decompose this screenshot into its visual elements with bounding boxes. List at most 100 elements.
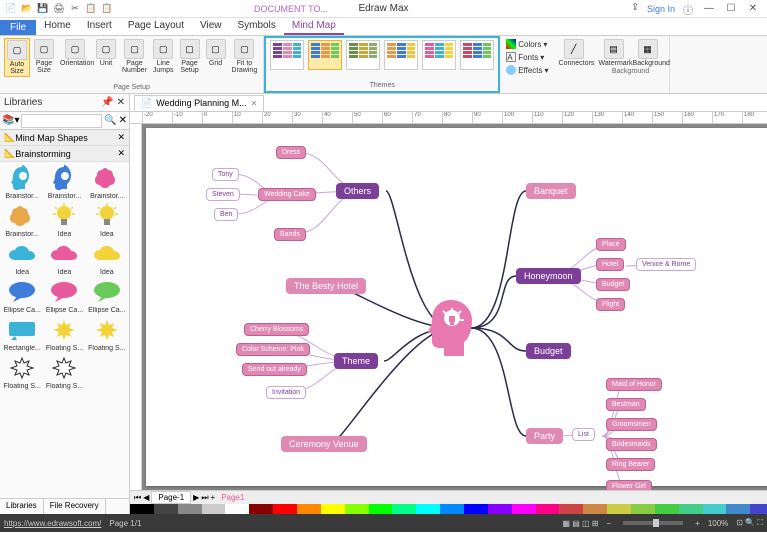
lib-dropdown-icon[interactable]: 📚▾ bbox=[2, 115, 19, 126]
share-icon[interactable]: ⇪ bbox=[631, 2, 645, 16]
node-dress[interactable]: Dress bbox=[276, 146, 306, 159]
shape-10[interactable]: Ellipse Ca... bbox=[44, 278, 84, 314]
qat-button-0[interactable]: 📄 bbox=[4, 2, 18, 16]
theme-thumb-3[interactable] bbox=[384, 40, 418, 70]
ribbon-grid[interactable]: ▢Grid bbox=[204, 38, 228, 77]
ribbon-orientation[interactable]: ▢Orientation bbox=[58, 38, 92, 77]
node-groomsmen[interactable]: Groomsmen bbox=[606, 418, 657, 431]
search-icon[interactable]: 🔍 bbox=[104, 115, 116, 126]
qat-button-4[interactable]: ✂ bbox=[68, 2, 82, 16]
sidebar-pin-icon[interactable]: 📌 ✕ bbox=[101, 97, 125, 108]
shape-0[interactable]: Brainstor... bbox=[2, 164, 42, 200]
shape-1[interactable]: Brainstor... bbox=[44, 164, 84, 200]
node-banquet[interactable]: Banquet bbox=[526, 183, 576, 199]
shape-4[interactable]: Idea bbox=[44, 202, 84, 238]
node-flower-girl[interactable]: Flower Girl bbox=[606, 480, 652, 490]
shape-15[interactable]: Floating S... bbox=[2, 354, 42, 390]
shape-13[interactable]: Floating S... bbox=[44, 316, 84, 352]
node-invitation[interactable]: Invitation bbox=[266, 386, 306, 399]
node-bridesmaids[interactable]: Bridesmaids bbox=[606, 438, 657, 451]
page-nav-next[interactable]: ▶ bbox=[193, 493, 199, 502]
node-budget[interactable]: Budget bbox=[526, 343, 571, 359]
tab-home[interactable]: Home bbox=[36, 18, 79, 35]
shape-11[interactable]: Ellipse Ca... bbox=[87, 278, 127, 314]
ribbon-page-setup[interactable]: ▢PageSetup bbox=[178, 38, 202, 77]
tab-page-layout[interactable]: Page Layout bbox=[120, 18, 192, 35]
file-recovery-tab[interactable]: File Recovery bbox=[44, 499, 106, 514]
node-bestman[interactable]: Bestman bbox=[606, 398, 646, 411]
ribbon-unit[interactable]: ▢Unit bbox=[94, 38, 118, 77]
fonts-button[interactable]: AFonts▾ bbox=[504, 51, 550, 63]
zoom-slider[interactable] bbox=[623, 521, 683, 525]
canvas[interactable]: Others Dress Wedding Cake Tony Steven Ben Band… bbox=[146, 128, 767, 486]
shape-7[interactable]: Idea bbox=[44, 240, 84, 276]
shape-5[interactable]: Idea bbox=[87, 202, 127, 238]
node-ben[interactable]: Ben bbox=[214, 208, 238, 221]
node-party[interactable]: Party bbox=[526, 428, 563, 444]
ribbon-fit-to-drawing[interactable]: ▢Fit toDrawing bbox=[230, 38, 260, 77]
node-color-scheme-pink[interactable]: Color Scheme: Pink bbox=[236, 343, 310, 356]
node-bands[interactable]: Bands bbox=[274, 228, 306, 241]
info-icon[interactable]: ⓘ bbox=[683, 2, 697, 16]
node-budget[interactable]: Budget bbox=[596, 278, 630, 291]
search-close-icon[interactable]: ✕ bbox=[119, 115, 127, 126]
category-brainstorming[interactable]: 📐Brainstorming✕ bbox=[0, 146, 129, 162]
theme-thumb-2[interactable] bbox=[346, 40, 380, 70]
tab-insert[interactable]: Insert bbox=[79, 18, 120, 35]
shape-3[interactable]: Brainstor... bbox=[2, 202, 42, 238]
qat-button-3[interactable]: 🖨 bbox=[52, 2, 66, 16]
page-nav-last[interactable]: ⏭ bbox=[201, 493, 208, 503]
ribbon-auto-size[interactable]: ▢AutoSize bbox=[4, 38, 30, 77]
ribbon-line-jumps[interactable]: ▢LineJumps bbox=[151, 38, 176, 77]
node-others[interactable]: Others bbox=[336, 183, 379, 199]
theme-thumb-4[interactable] bbox=[422, 40, 456, 70]
search-input[interactable] bbox=[21, 114, 102, 128]
shape-12[interactable]: Rectangle... bbox=[2, 316, 42, 352]
view-buttons[interactable]: ▦ ▤ ◫ ⊞ bbox=[562, 519, 598, 528]
colors-button[interactable]: Colors▾ bbox=[504, 38, 550, 50]
node-wedding-cake[interactable]: Wedding Cake bbox=[258, 188, 316, 201]
tab-symbols[interactable]: Symbols bbox=[230, 18, 284, 35]
shape-16[interactable]: Floating S... bbox=[44, 354, 84, 390]
close-button[interactable]: ✕ bbox=[743, 2, 763, 16]
status-icons[interactable]: ⊡ 🔍 ⛶ bbox=[736, 518, 763, 528]
category-mindmap-shapes[interactable]: 📐Mind Map Shapes✕ bbox=[0, 130, 129, 146]
background-button[interactable]: ▦Background bbox=[631, 38, 665, 68]
qat-button-1[interactable]: 📂 bbox=[20, 2, 34, 16]
node-maid-of-honor[interactable]: Maid of Honor bbox=[606, 378, 662, 391]
libraries-tab[interactable]: Libraries bbox=[0, 499, 44, 514]
shape-14[interactable]: Floating S... bbox=[87, 316, 127, 352]
zoom-out[interactable]: − bbox=[606, 519, 611, 528]
page-tab-1[interactable]: Page-1 bbox=[151, 491, 191, 504]
document-tab[interactable]: 📄Wedding Planning M...✕ bbox=[134, 95, 264, 111]
node-steven[interactable]: Steven bbox=[206, 188, 240, 201]
file-tab[interactable]: File bbox=[0, 20, 36, 35]
node-flight[interactable]: Flight bbox=[596, 298, 625, 311]
node-venice-rome[interactable]: Venice & Rome bbox=[636, 258, 696, 271]
node-ceremony-venue[interactable]: Ceremony Venue bbox=[281, 436, 367, 452]
node-honeymoon[interactable]: Honeymoon bbox=[516, 268, 581, 284]
ribbon-page-number[interactable]: ▢PageNumber bbox=[120, 38, 149, 77]
node-place[interactable]: Place bbox=[596, 238, 626, 251]
node-theme[interactable]: Theme bbox=[334, 353, 378, 369]
node-tony[interactable]: Tony bbox=[212, 168, 239, 181]
page-nav-first[interactable]: ⏮ bbox=[134, 493, 141, 503]
effects-button[interactable]: Effects▾ bbox=[504, 64, 550, 76]
color-palette-strip[interactable] bbox=[130, 504, 767, 514]
add-page-button[interactable]: + bbox=[211, 493, 216, 502]
theme-thumb-5[interactable] bbox=[460, 40, 494, 70]
node-the-besty-hotel[interactable]: The Besty Hotel bbox=[286, 278, 366, 294]
maximize-button[interactable]: ☐ bbox=[721, 2, 741, 16]
theme-thumb-0[interactable] bbox=[270, 40, 304, 70]
page-nav-prev[interactable]: ◀ bbox=[143, 493, 149, 502]
qat-button-5[interactable]: 📋 bbox=[84, 2, 98, 16]
watermark-button[interactable]: ▤Watermark bbox=[597, 38, 631, 68]
signin-link[interactable]: Sign In bbox=[647, 4, 675, 14]
shape-2[interactable]: Brainstor... bbox=[87, 164, 127, 200]
node-ring-bearer[interactable]: Ring Bearer bbox=[606, 458, 655, 471]
ribbon-page-size[interactable]: ▢PageSize bbox=[32, 38, 56, 77]
node-hotel[interactable]: Hotel bbox=[596, 258, 624, 271]
node-list[interactable]: List bbox=[572, 428, 595, 441]
shape-8[interactable]: Idea bbox=[87, 240, 127, 276]
minimize-button[interactable]: — bbox=[699, 2, 719, 16]
